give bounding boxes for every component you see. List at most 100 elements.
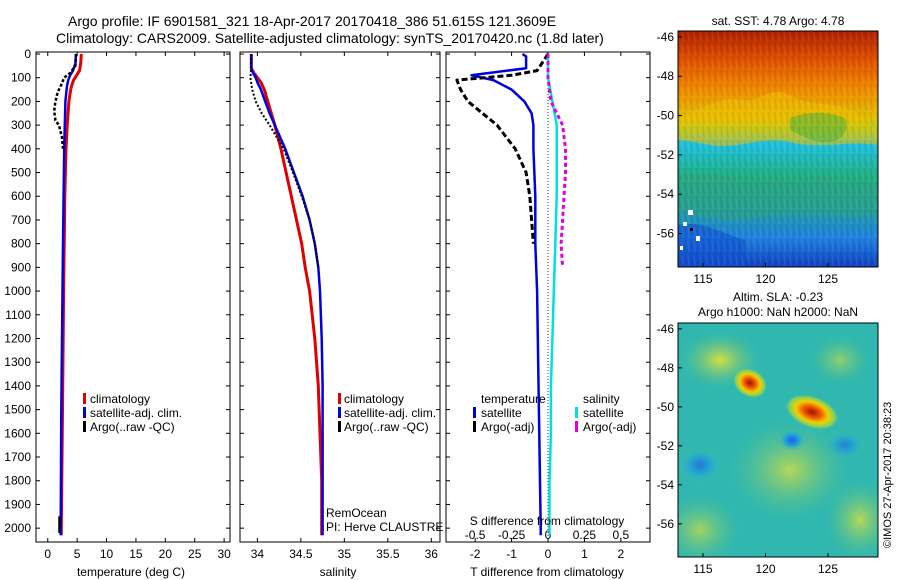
salinity-axis-label: salinity — [320, 565, 357, 579]
x-tick-label: 30 — [217, 547, 231, 561]
legend-swatch-s-argo — [575, 421, 578, 432]
legend-label-argo: Argo(..raw -QC) — [344, 420, 429, 434]
legend-swatch-argo — [83, 421, 86, 432]
series-line-salinity-satellite — [546, 54, 558, 536]
difference-legend: temperature salinity satellite Argo(-adj… — [473, 392, 636, 434]
map-y-tick-label: -56 — [657, 227, 675, 241]
x-tick-label: 25 — [188, 547, 202, 561]
x-tick-label: 35 — [338, 547, 352, 561]
series-line-climatology — [249, 54, 324, 536]
depth-tick-label: 500 — [11, 166, 31, 180]
map-y-tick-label: -50 — [657, 400, 675, 414]
temperature-legend: climatology satellite-adj. clim. Argo(..… — [83, 392, 182, 434]
sst-map-axes: 115 120 125 -46 -48 -50 -52 -54 -56 — [657, 30, 839, 286]
annotation-project: RemOcean — [326, 506, 387, 520]
depth-tick-label: 1600 — [4, 426, 31, 440]
series-line-satellite-adj-clim- — [59, 53, 78, 536]
series-line-argo-raw-qc- — [52, 53, 78, 149]
depth-tick-label: 1500 — [4, 403, 31, 417]
map-y-tick-label: -46 — [657, 30, 675, 44]
x-tick-label: 34.5 — [289, 547, 313, 561]
series-line-temperature-satellite — [470, 52, 542, 536]
map-x-tick-label: 120 — [755, 272, 775, 286]
salinity-panel-frame — [239, 51, 441, 543]
depth-axis: 0 100 200 300 400 500 600 700 800 900 1000 1100 1200… — [4, 47, 650, 535]
map-x-tick-label: 125 — [818, 562, 838, 576]
depth-tick-label: 1700 — [4, 450, 31, 464]
map-y-tick-label: -52 — [657, 439, 675, 453]
x-tick-label: 20 — [159, 547, 173, 561]
depth-tick-label: 400 — [11, 142, 31, 156]
legend-label-t-argo: Argo(-adj) — [481, 420, 534, 434]
legend-swatch-t-argo — [473, 421, 476, 432]
series-line-salinity-argo-adj- — [546, 54, 567, 268]
depth-tick-label: 300 — [11, 118, 31, 132]
s-diff-tick-label: 0.5 — [613, 528, 630, 542]
salinity-x-axis: 34 34.5 35 35.5 36 — [251, 52, 439, 561]
legend-label-satellite: satellite-adj. clim. — [90, 406, 182, 420]
legend-swatch-s-satellite — [575, 407, 578, 418]
depth-tick-label: 1200 — [4, 331, 31, 345]
sla-map-axes: 115 120 125 -46 -48 -50 -52 -54 -56 — [657, 322, 839, 576]
depth-tick-label: 900 — [11, 260, 31, 274]
map-y-tick-label: -48 — [657, 69, 675, 83]
legend-swatch-satellite — [83, 407, 86, 418]
x-tick-label: 0 — [44, 547, 51, 561]
map-y-tick-label: -56 — [657, 517, 675, 531]
x-tick-label: -1 — [506, 547, 517, 561]
difference-panel-frame — [445, 51, 651, 543]
legend-swatch-satellite — [338, 407, 341, 418]
x-tick-label: 15 — [129, 547, 143, 561]
s-diff-tick-label: 0.25 — [573, 528, 597, 542]
depth-tick-label: 1800 — [4, 474, 31, 488]
depth-tick-label: 600 — [11, 189, 31, 203]
temperature-panel-frame — [35, 51, 231, 543]
map-y-tick-label: -50 — [657, 109, 675, 123]
s-diff-tick-label: -0.5 — [465, 528, 486, 542]
series-line-satellite-adj-clim- — [250, 54, 324, 536]
x-tick-label: 35.5 — [376, 547, 400, 561]
temperature-series — [52, 53, 83, 536]
t-difference-axis-label: T difference from climatology — [470, 565, 624, 579]
header-line1: Argo profile: IF 6901581_321 18-Apr-2017… — [68, 13, 556, 29]
legend-label-s-satellite: satellite — [583, 406, 624, 420]
depth-tick-label: 1000 — [4, 284, 31, 298]
temperature-x-axis: 0 5 10 15 20 25 30 — [44, 52, 231, 561]
x-tick-label: 0 — [545, 547, 552, 561]
x-tick-label: 36 — [425, 547, 439, 561]
depth-tick-label: 200 — [11, 94, 31, 108]
depth-tick-label: 1100 — [5, 308, 31, 322]
imos-watermark: ©IMOS 27-Apr-2017 20:38:23 — [882, 402, 894, 548]
map-y-tick-label: -48 — [657, 361, 675, 375]
sla-map-title: Altim. SLA: -0.23 — [733, 290, 823, 304]
sst-map-image — [678, 31, 878, 267]
x-tick-label: 10 — [100, 547, 114, 561]
sst-map-title: sat. SST: 4.78 Argo: 4.78 — [712, 14, 845, 28]
legend-swatch-climatology — [338, 393, 341, 404]
legend-swatch-argo — [338, 421, 341, 432]
x-tick-label: -2 — [470, 547, 481, 561]
s-difference-axis-label: S difference from climatology — [470, 514, 625, 528]
map-y-tick-label: -54 — [657, 478, 675, 492]
x-tick-label: 5 — [74, 547, 81, 561]
legend-label-satellite: satellite-adj. clim. — [344, 406, 436, 420]
sst-map-frame — [677, 30, 879, 268]
legend-title-temperature: temperature — [481, 392, 546, 406]
depth-tick-label: 800 — [11, 237, 31, 251]
sla-map-frame — [677, 322, 879, 558]
depth-tick-label: 1400 — [4, 379, 31, 393]
salinity-series — [249, 54, 324, 536]
sla-map-image — [678, 323, 878, 557]
salinity-legend: climatology satellite-adj. clim. Argo(..… — [338, 392, 436, 434]
depth-tick-label: 700 — [11, 213, 31, 227]
x-tick-label: 1 — [581, 547, 588, 561]
s-diff-tick-label: -0.25 — [498, 528, 526, 542]
header-line2: Climatology: CARS2009. Satellite-adjuste… — [56, 30, 604, 46]
depth-tick-label: 0 — [24, 47, 31, 61]
depth-tick-label: 1900 — [4, 497, 31, 511]
s-diff-tick-label: 0 — [545, 528, 552, 542]
legend-label-s-argo: Argo(-adj) — [583, 420, 636, 434]
legend-label-climatology: climatology — [90, 392, 150, 406]
temperature-axis-label: temperature (deg C) — [77, 565, 185, 579]
